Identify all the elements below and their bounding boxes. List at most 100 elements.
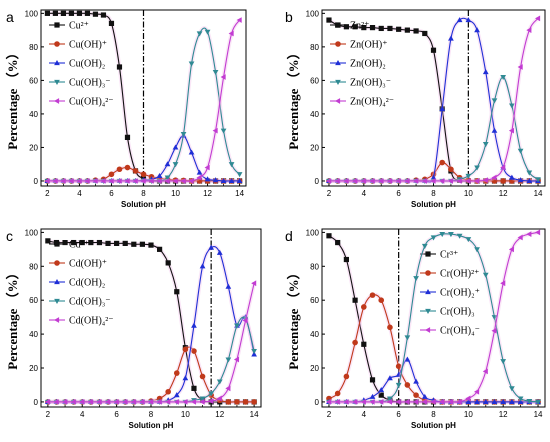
- data-point: [96, 399, 102, 405]
- data-point: [220, 177, 227, 184]
- data-point: [165, 260, 171, 266]
- data-point: [396, 26, 402, 32]
- data-point: [156, 172, 163, 179]
- data-point: [439, 399, 445, 405]
- data-point: [208, 244, 215, 250]
- x-tick-label: 6: [109, 189, 114, 198]
- series-4: [44, 17, 242, 184]
- legend-entry: Zn(OH)₂: [330, 59, 386, 70]
- data-point: [369, 25, 376, 31]
- y-axis-label: Percentage （%）: [5, 46, 20, 149]
- legend-entry: Cd(OH)⁺: [49, 259, 107, 270]
- data-point: [456, 178, 462, 184]
- x-tick-label: 6: [396, 410, 401, 419]
- legend-label: Cd(OH)₂: [69, 278, 105, 289]
- data-point: [225, 283, 232, 289]
- legend-marker: [54, 22, 60, 28]
- data-point: [421, 243, 428, 249]
- data-point: [325, 399, 332, 405]
- data-point: [156, 178, 162, 184]
- legend-label: Cr(OH)₄⁻: [440, 326, 480, 337]
- x-tick-label: 14: [534, 189, 543, 198]
- data-point: [352, 339, 358, 346]
- data-point: [228, 30, 234, 37]
- data-point: [439, 232, 446, 238]
- series-4: [325, 15, 541, 184]
- x-axis-label: Solution pH: [411, 200, 456, 209]
- x-tick-label: 2: [327, 410, 332, 419]
- legend-entry: Cd(OH)₂: [49, 278, 105, 289]
- legend-marker: [425, 327, 431, 333]
- data-point: [208, 391, 215, 397]
- data-point: [378, 178, 384, 184]
- data-point: [517, 396, 524, 402]
- y-axis-label: Percentage （%）: [5, 266, 20, 369]
- data-point: [509, 386, 515, 392]
- data-point: [456, 233, 463, 239]
- data-point: [387, 375, 393, 381]
- data-point: [378, 25, 384, 32]
- data-point: [44, 178, 50, 184]
- data-point: [465, 173, 472, 179]
- panel-label: a: [6, 9, 14, 25]
- data-point: [122, 240, 128, 247]
- data-point: [225, 357, 232, 363]
- data-point: [447, 178, 454, 184]
- y-axis-label: Percentage （%）: [286, 46, 301, 149]
- data-point: [535, 15, 541, 22]
- legend-entry: Cd(OH)₃⁻: [49, 297, 111, 308]
- data-point: [526, 170, 533, 176]
- data-point: [156, 246, 163, 252]
- data-point: [535, 399, 541, 405]
- y-tick-label: 60: [310, 76, 319, 85]
- data-point: [100, 178, 106, 184]
- y-tick-label: 40: [310, 110, 319, 119]
- legend-entry: Cr(OH)₄⁻: [420, 326, 480, 337]
- data-point: [204, 164, 210, 171]
- data-point: [439, 159, 446, 166]
- data-point: [352, 178, 358, 184]
- data-point: [105, 240, 111, 247]
- legend-label: Cd(OH)₄²⁻: [69, 316, 114, 327]
- legend-marker: [54, 98, 60, 104]
- legend-label: Cr(OH)₂⁺: [440, 288, 480, 299]
- data-point: [173, 392, 180, 398]
- y-tick-label: 80: [310, 262, 319, 271]
- data-point: [76, 178, 82, 184]
- y-tick-label: 40: [29, 110, 38, 119]
- data-point: [180, 131, 187, 138]
- series-4: [44, 280, 257, 405]
- data-point: [199, 373, 206, 380]
- data-point: [188, 149, 195, 155]
- data-point: [122, 399, 128, 405]
- data-point: [139, 399, 145, 405]
- data-point: [139, 241, 146, 247]
- data-point: [334, 178, 340, 184]
- panel-label: b: [285, 9, 293, 25]
- series-line: [47, 316, 255, 403]
- x-tick-label: 4: [362, 189, 367, 198]
- data-point: [116, 166, 123, 173]
- data-point: [228, 162, 235, 168]
- data-point: [482, 272, 489, 278]
- legend-entry: Zn(OH)₃⁻: [330, 78, 391, 89]
- data-point: [421, 399, 427, 405]
- data-point: [352, 24, 358, 30]
- x-tick-label: 2: [327, 189, 332, 198]
- data-point: [62, 399, 68, 405]
- panel-c: c 2 4 6 8 10 12 14 0 20 40 60 80 100 Solution pH Percen…: [5, 228, 262, 430]
- data-point: [116, 64, 123, 70]
- data-point: [108, 178, 114, 184]
- data-point: [474, 178, 480, 184]
- data-point: [68, 10, 75, 16]
- data-point: [113, 399, 119, 405]
- y-tick-label: 0: [34, 398, 39, 407]
- x-tick-label: 8: [141, 189, 146, 198]
- legend-marker: [54, 298, 60, 304]
- x-tick-label: 12: [203, 189, 212, 198]
- data-point: [242, 317, 248, 324]
- y-tick-label: 20: [29, 364, 38, 373]
- data-point: [96, 239, 103, 246]
- data-point: [188, 61, 195, 67]
- data-point: [378, 387, 385, 393]
